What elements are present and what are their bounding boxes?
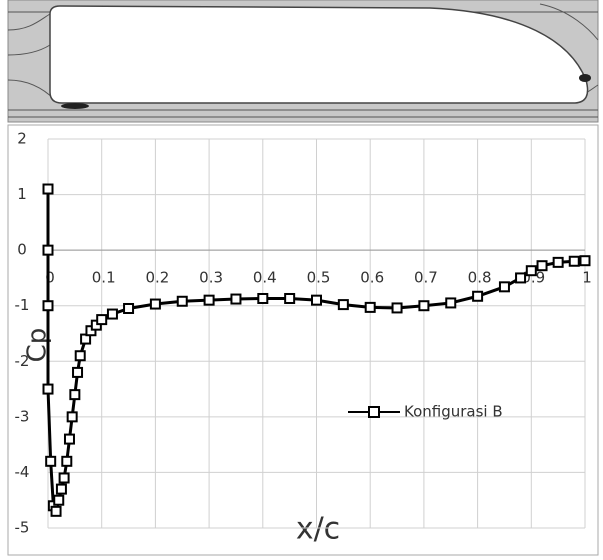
data-marker bbox=[63, 433, 75, 445]
x-tick-label: 0 bbox=[45, 269, 55, 287]
data-marker bbox=[42, 300, 54, 312]
data-marker bbox=[106, 308, 118, 320]
x-tick-label: 0.1 bbox=[92, 269, 116, 287]
data-marker bbox=[445, 297, 457, 309]
data-marker bbox=[45, 455, 57, 467]
data-marker bbox=[498, 281, 510, 293]
y-tick-label: 0 bbox=[17, 241, 27, 259]
data-marker bbox=[42, 383, 54, 395]
data-marker bbox=[311, 294, 322, 306]
x-tick-label: 0.7 bbox=[414, 269, 438, 287]
data-marker bbox=[58, 472, 70, 484]
data-marker bbox=[257, 292, 269, 304]
data-marker bbox=[42, 183, 54, 195]
data-marker bbox=[96, 314, 108, 326]
data-marker bbox=[472, 290, 484, 302]
streamline-image bbox=[7, 0, 599, 123]
data-marker bbox=[42, 244, 54, 256]
x-axis-label: x/c bbox=[296, 512, 340, 547]
data-marker bbox=[579, 255, 591, 267]
data-marker bbox=[568, 255, 580, 267]
x-tick-label: 0.4 bbox=[253, 269, 277, 287]
y-tick-label: -1 bbox=[15, 296, 30, 314]
legend-marker bbox=[368, 406, 380, 418]
data-marker bbox=[203, 294, 215, 306]
data-marker bbox=[66, 411, 78, 423]
data-marker bbox=[72, 366, 84, 378]
x-tick-label: 0.3 bbox=[199, 269, 223, 287]
chart-frame bbox=[7, 124, 599, 556]
data-marker bbox=[552, 256, 564, 268]
data-marker bbox=[176, 295, 188, 307]
y-tick-label: 1 bbox=[17, 185, 27, 203]
y-tick-label: -5 bbox=[15, 519, 30, 537]
data-marker bbox=[391, 302, 403, 314]
data-marker bbox=[55, 483, 67, 495]
y-tick-label: -3 bbox=[15, 407, 30, 425]
data-marker bbox=[53, 494, 65, 506]
data-marker bbox=[149, 298, 161, 310]
data-marker bbox=[50, 505, 62, 517]
data-marker bbox=[418, 300, 430, 312]
data-marker bbox=[337, 299, 349, 311]
x-tick-label: 0.2 bbox=[145, 269, 169, 287]
data-marker bbox=[69, 389, 81, 401]
x-tick-label: 0.8 bbox=[468, 269, 492, 287]
data-marker bbox=[525, 265, 537, 277]
y-tick-label: -2 bbox=[15, 352, 30, 370]
y-tick-label: -4 bbox=[15, 463, 30, 481]
data-marker bbox=[123, 302, 135, 314]
data-marker bbox=[515, 272, 527, 284]
data-marker bbox=[284, 292, 296, 304]
x-tick-label: 0.6 bbox=[360, 269, 384, 287]
data-marker bbox=[536, 260, 548, 272]
data-marker bbox=[230, 293, 242, 305]
legend-label: Konfigurasi B bbox=[404, 403, 503, 421]
y-tick-label: 2 bbox=[17, 130, 27, 148]
x-tick-label: 1 bbox=[582, 269, 592, 287]
data-marker bbox=[61, 455, 73, 467]
data-marker bbox=[364, 301, 376, 313]
x-tick-label: 0.5 bbox=[307, 269, 331, 287]
data-marker bbox=[74, 350, 86, 362]
